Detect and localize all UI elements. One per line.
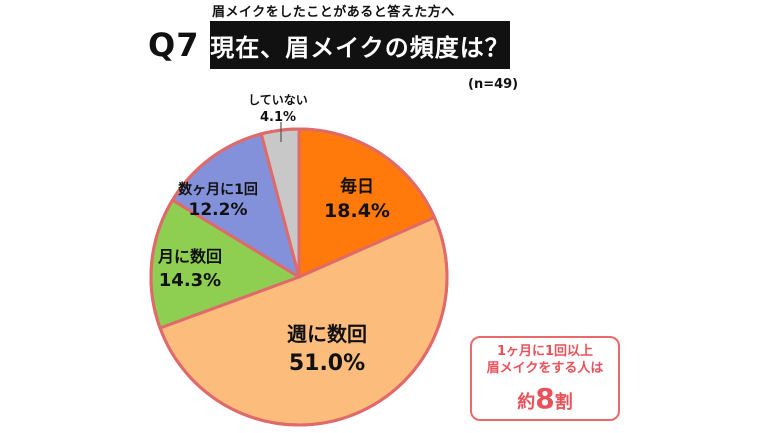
question-number: Q7 — [148, 26, 200, 64]
callout-suffix: 割 — [554, 392, 573, 413]
slice-value-label: 51.0% — [289, 351, 365, 376]
pie-slices — [149, 127, 449, 427]
chart-subtitle: 眉メイクをしたことがあると答えた方へ — [212, 5, 455, 20]
slice-value-label: 14.3% — [159, 270, 221, 291]
slice-label: していない — [248, 93, 308, 107]
pie-outline — [149, 127, 449, 427]
callout-line-2: 眉メイクをする人は — [486, 361, 604, 376]
slice-value-label: 18.4% — [324, 200, 390, 222]
slice-label: 毎日 — [340, 176, 374, 197]
sample-size: (n=49) — [468, 77, 519, 92]
title-bar: 現在、眉メイクの頻度は？ — [210, 21, 510, 69]
callout-line-1: 1ヶ月に1回以上 — [496, 344, 594, 359]
chart-title: 現在、眉メイクの頻度は？ — [210, 33, 510, 62]
slice-value-label: 4.1% — [260, 110, 296, 125]
slice-label: 週に数回 — [287, 322, 367, 346]
pie-labels: 毎日 18.4% 週に数回 51.0% 月に数回 14.3% 数ヶ月に1回 12.2% していな… — [157, 93, 390, 376]
callout-prefix: 約 — [517, 392, 536, 413]
callout-number: 8 — [535, 382, 555, 415]
callout-line-3: 約8割 — [472, 382, 618, 415]
slice-label: 数ヶ月に1回 — [178, 181, 258, 198]
summary-callout: 1ヶ月に1回以上 眉メイクをする人は 約8割 — [470, 336, 620, 421]
slice-value-label: 12.2% — [189, 200, 248, 220]
slice-label: 月に数回 — [157, 247, 222, 266]
